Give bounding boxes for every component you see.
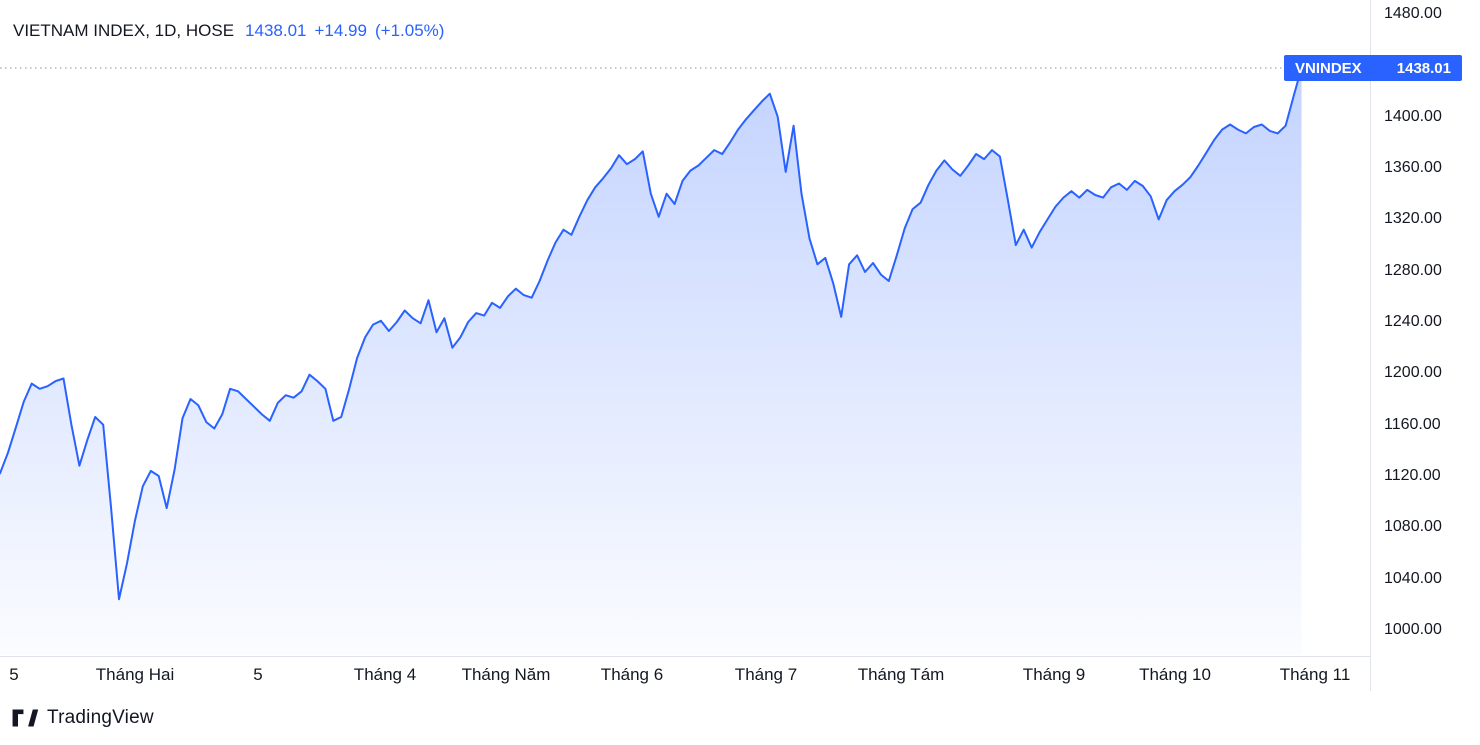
series-line — [0, 67, 1303, 601]
last-price: 1438.01 — [245, 21, 307, 40]
time-axis-label: Tháng Năm — [461, 665, 551, 684]
price-tick-label: 1320.00 — [1384, 210, 1442, 227]
time-axis-label: Tháng Tám — [857, 665, 945, 684]
time-axis-label: Tháng 11 — [1279, 665, 1351, 684]
price-change: +14.99 — [314, 21, 367, 40]
price-axis[interactable]: 1480.00 1400.00 1360.00 1320.00 1280.00 1240.… — [1370, 0, 1480, 691]
price-tick-label: 1240.00 — [1384, 313, 1442, 330]
price-change-percent: (+1.05%) — [374, 21, 445, 40]
price-tick-label: 1120.00 — [1384, 467, 1441, 484]
price-tick-label: 1200.00 — [1384, 364, 1442, 381]
time-axis-label: Tháng Hai — [95, 665, 175, 684]
chart-canvas[interactable] — [0, 0, 1370, 655]
price-tick-label: 1360.00 — [1384, 159, 1442, 176]
time-axis-label: Tháng 4 — [353, 665, 417, 684]
price-tick-label: 1280.00 — [1384, 262, 1442, 279]
footer: TradingView — [0, 691, 1480, 745]
price-tick-label: 1080.00 — [1384, 518, 1442, 535]
series-area — [0, 68, 1302, 655]
badge-price: 1438.01 — [1396, 59, 1451, 77]
time-axis-label: Tháng 9 — [1022, 665, 1086, 684]
time-axis-label: Tháng 7 — [734, 665, 798, 684]
chart-area[interactable]: VIETNAM INDEX, 1D, HOSE 1438.01 +14.99 (… — [0, 0, 1370, 655]
badge-symbol: VNINDEX — [1295, 59, 1362, 77]
time-axis-label: 5 — [253, 665, 263, 684]
price-badge: VNINDEX 1438.01 — [1284, 55, 1462, 81]
tradingview-brand[interactable]: TradingView — [47, 707, 154, 728]
time-axis-label: Tháng 10 — [1139, 665, 1211, 684]
symbol-title[interactable]: VIETNAM INDEX, 1D, HOSE — [13, 21, 235, 40]
symbol-legend: VIETNAM INDEX, 1D, HOSE 1438.01 +14.99 (… — [13, 21, 444, 41]
price-tick-label: 1040.00 — [1384, 570, 1442, 587]
price-tick-label: 1480.00 — [1384, 5, 1442, 22]
time-axis-label: Tháng 6 — [600, 665, 664, 684]
tradingview-logo-icon[interactable] — [11, 707, 39, 729]
time-axis[interactable]: 5 Tháng Hai 5 Tháng 4 Tháng Năm Tháng 6 Tháng … — [0, 656, 1370, 691]
quote-values: 1438.01 +14.99 (+1.05%) — [245, 21, 444, 41]
price-tick-label: 1160.00 — [1384, 416, 1441, 433]
price-tick-label: 1000.00 — [1384, 621, 1442, 638]
price-tick-label: 1400.00 — [1384, 108, 1442, 125]
time-axis-label: 5 — [9, 665, 19, 684]
